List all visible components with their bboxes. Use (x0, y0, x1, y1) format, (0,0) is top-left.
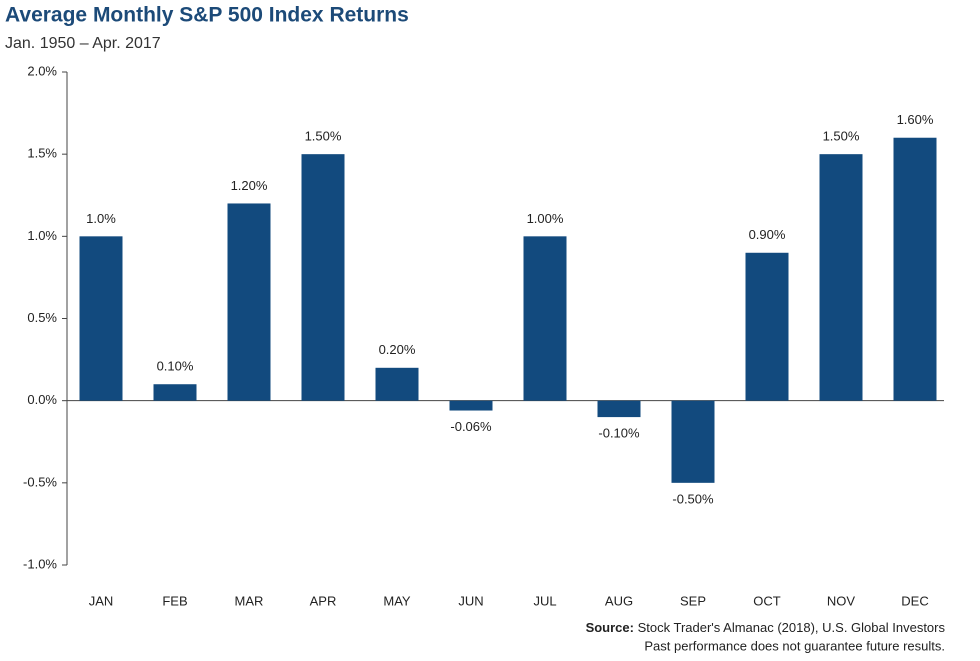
x-tick-label: FEB (162, 593, 187, 608)
x-tick-label: SEP (680, 593, 706, 608)
note: Past performance does not guarantee futu… (644, 638, 945, 653)
x-tick-label: DEC (901, 593, 928, 608)
x-tick-label: JAN (89, 593, 114, 608)
value-label: 1.20% (231, 178, 268, 193)
x-tick-label: OCT (753, 593, 781, 608)
value-label: -0.50% (672, 491, 714, 506)
value-label: -0.06% (450, 419, 492, 434)
y-tick-label: -0.5% (23, 474, 57, 489)
value-label: 1.00% (527, 211, 564, 226)
source: Source: Stock Trader's Almanac (2018), U… (586, 620, 946, 635)
bar (597, 400, 641, 418)
value-label: -0.10% (598, 426, 640, 441)
bar (79, 236, 123, 401)
x-tick-label: JUN (458, 593, 483, 608)
chart-title: Average Monthly S&P 500 Index Returns (5, 4, 409, 27)
x-tick-label: APR (310, 593, 337, 608)
x-tick-label: JUL (533, 593, 556, 608)
source-label: Source: (586, 620, 634, 635)
y-tick-label: 0.5% (27, 310, 57, 325)
value-label: 1.60% (897, 112, 934, 127)
bar (301, 154, 345, 401)
source-text: Stock Trader's Almanac (2018), U.S. Glob… (638, 620, 946, 635)
bar (375, 367, 419, 401)
y-tick-label: 1.0% (27, 228, 57, 243)
x-tick-label: MAY (383, 593, 411, 608)
y-tick-label: 1.5% (27, 146, 57, 161)
value-label: 0.10% (157, 359, 194, 374)
bar (449, 400, 493, 411)
bar (523, 236, 567, 401)
bar (893, 137, 937, 401)
chart-subtitle: Jan. 1950 – Apr. 2017 (5, 35, 161, 52)
bar (227, 203, 271, 401)
y-tick-label: 0.0% (27, 392, 57, 407)
value-label: 0.20% (379, 342, 416, 357)
y-tick-label: -1.0% (23, 556, 57, 571)
x-tick-label: MAR (235, 593, 264, 608)
value-label: 1.0% (86, 211, 116, 226)
bar (819, 154, 863, 401)
bar (153, 384, 197, 401)
x-tick-label: NOV (827, 593, 856, 608)
value-label: 0.90% (749, 227, 786, 242)
x-tick-label: AUG (605, 593, 633, 608)
y-tick-label: 2.0% (27, 63, 57, 78)
bar (671, 400, 715, 483)
value-label: 1.50% (305, 129, 342, 144)
bar (745, 252, 789, 401)
value-label: 1.50% (823, 129, 860, 144)
